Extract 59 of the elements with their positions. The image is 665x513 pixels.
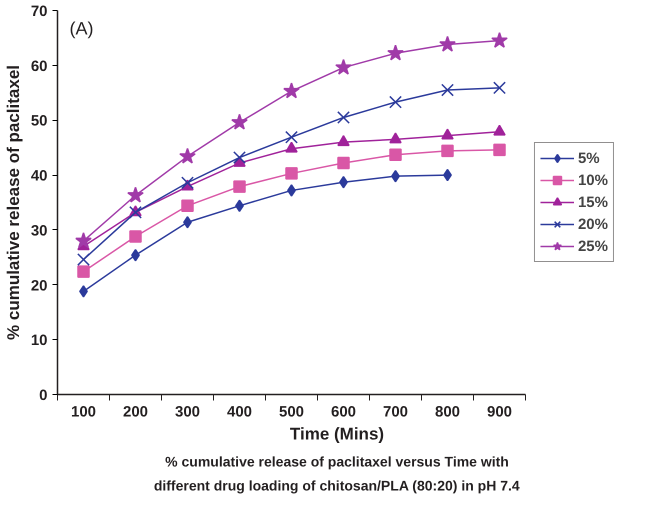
point: [493, 144, 506, 156]
point: [285, 167, 298, 180]
x-tick-label: 200: [122, 404, 148, 420]
legend-label: 10%: [578, 172, 608, 188]
point: [233, 151, 246, 164]
point: [183, 216, 192, 228]
point: [231, 114, 248, 130]
x-tick-label: 100: [70, 404, 96, 420]
x-tick-label: 300: [174, 404, 200, 420]
point: [127, 186, 144, 203]
point: [335, 58, 352, 75]
point: [285, 130, 298, 144]
y-tick-label: 70: [30, 3, 48, 20]
x-axis-title: Time (Mins): [290, 424, 384, 444]
point: [439, 36, 456, 52]
point: [181, 200, 194, 212]
legend-label: 5%: [578, 150, 600, 166]
point: [129, 206, 142, 219]
point: [389, 96, 402, 109]
point: [233, 180, 246, 193]
x-tick-label: 500: [278, 404, 304, 420]
point: [337, 156, 350, 170]
point: [283, 82, 300, 98]
point: [389, 132, 402, 144]
point: [441, 128, 454, 140]
x-tick-label: 400: [226, 404, 252, 420]
y-tick-label: 30: [30, 222, 48, 240]
point: [389, 148, 402, 162]
annotation: (A): [70, 18, 94, 38]
y-tick-label: 50: [30, 112, 48, 130]
point: [285, 142, 298, 153]
point: [181, 176, 194, 190]
y-tick-label: 0: [39, 387, 48, 404]
point: [491, 32, 508, 48]
point: [337, 135, 350, 146]
point: [441, 84, 454, 96]
x-tick-label: 700: [382, 404, 408, 420]
legend-label: 25%: [578, 238, 608, 254]
point: [75, 232, 92, 248]
x-tick-label: 600: [330, 404, 356, 420]
point: [337, 111, 350, 124]
text: % cumulative release of paclitaxel versus Time with different drug loading of chitosan/PLA (80:20) in pH 7.4: [154, 454, 520, 494]
point: [129, 230, 142, 243]
point: [441, 144, 454, 158]
y-tick-label: 40: [30, 168, 48, 185]
legend-label: 15%: [578, 194, 608, 210]
y-axis-title: % cumulative release of paclitaxel: [4, 65, 23, 340]
y-tick-label: 20: [30, 277, 48, 294]
point: [77, 253, 90, 266]
point: [493, 124, 506, 136]
point: [179, 148, 196, 164]
legend-label: 20%: [578, 216, 608, 232]
x-tick-label: 900: [486, 404, 512, 420]
point: [493, 81, 506, 94]
point: [77, 265, 90, 278]
point: [387, 44, 404, 61]
y-tick-label: 10: [30, 332, 48, 350]
y-tick-label: 60: [30, 58, 48, 75]
x-tick-label: 800: [434, 404, 460, 420]
